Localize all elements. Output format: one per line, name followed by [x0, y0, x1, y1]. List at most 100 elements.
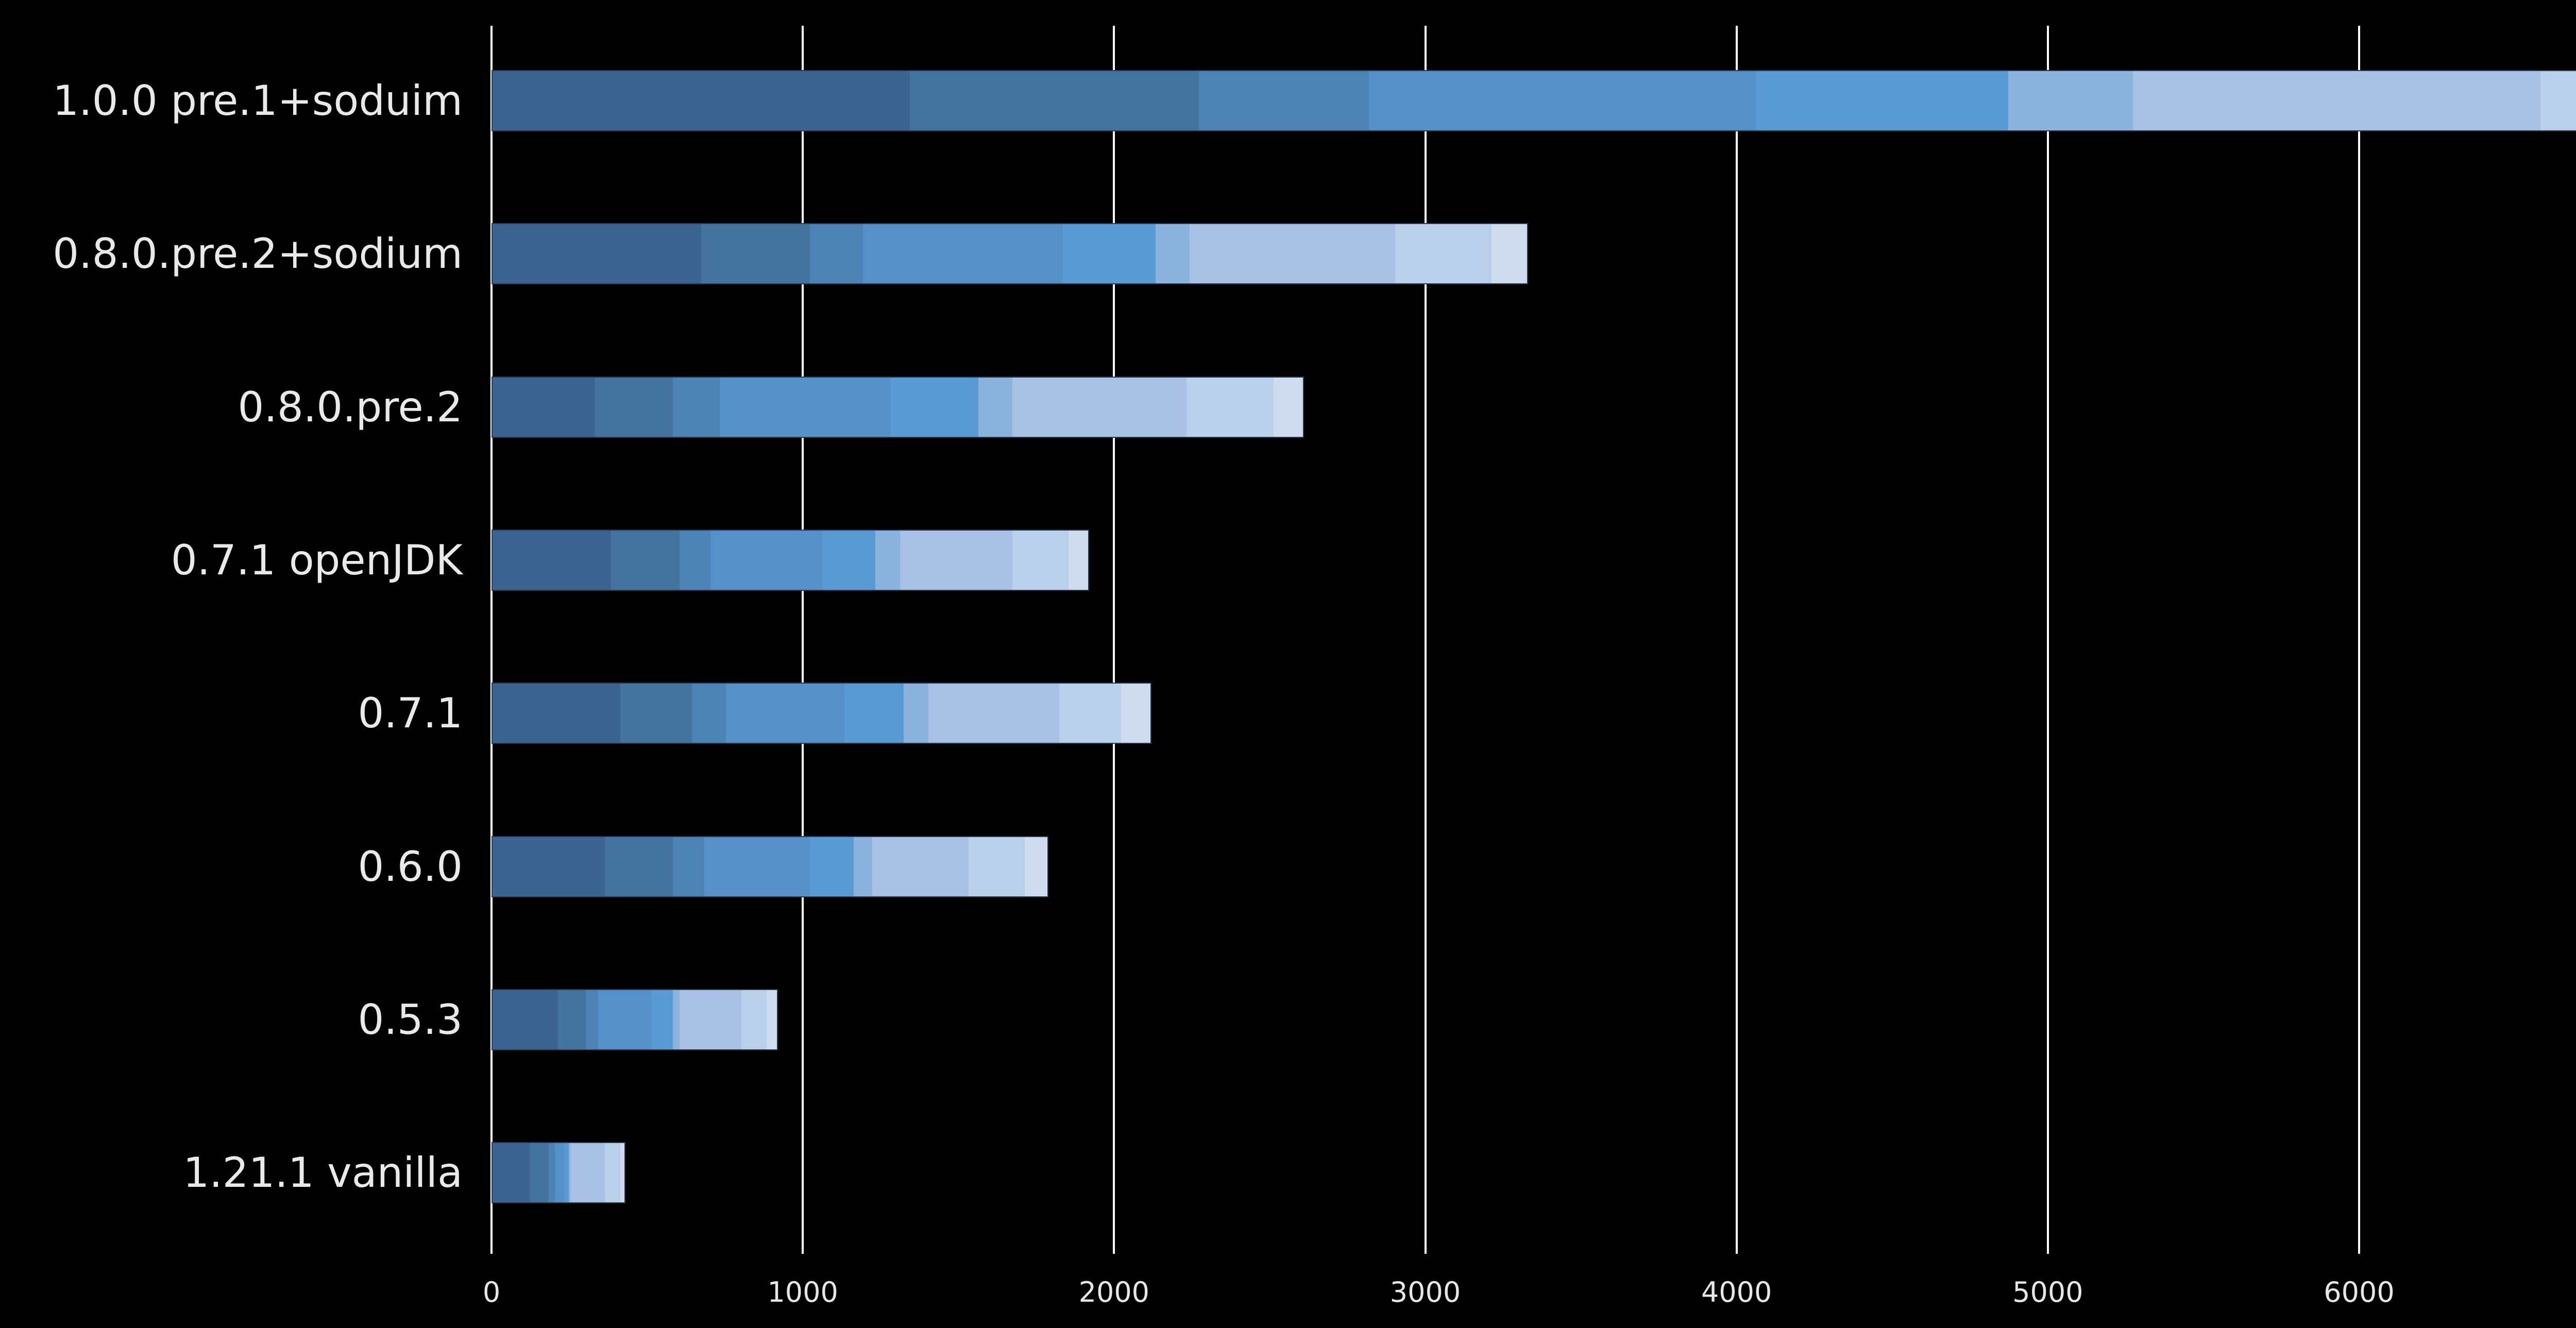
bar-segment	[900, 530, 1013, 590]
bar-segment	[969, 837, 1026, 896]
bar-segment	[726, 684, 845, 743]
bar-segment	[604, 837, 674, 896]
bar-segment	[598, 990, 652, 1049]
bar	[492, 70, 2576, 131]
bar-segment	[1155, 224, 1191, 284]
x-tick-label: 3000	[1389, 1276, 1461, 1308]
bar-segment	[810, 837, 854, 896]
bar	[492, 683, 1151, 744]
bar-segment	[493, 1143, 531, 1203]
category-label: 0.8.0.pre.2+sodium	[53, 230, 463, 278]
bar-segment	[853, 837, 873, 896]
bar-segment	[822, 530, 876, 590]
bar-segment	[1274, 377, 1303, 437]
bar-segment	[493, 377, 596, 437]
bar-segment	[720, 377, 892, 437]
bar-segment	[673, 990, 680, 1049]
bar-segment	[903, 684, 929, 743]
bar-segment	[673, 837, 705, 896]
bar-segment	[978, 377, 1013, 437]
bar-segment	[1121, 684, 1150, 743]
bar-segment	[548, 1143, 555, 1203]
bar-segment	[586, 990, 599, 1049]
bar-segment	[691, 684, 727, 743]
bar-segment	[741, 990, 767, 1049]
category-label: 0.8.0.pre.2	[238, 383, 463, 431]
gridline	[1735, 26, 1738, 1254]
bar-segment	[679, 990, 742, 1049]
bar-segment	[620, 1143, 624, 1203]
bar-segment	[1059, 684, 1122, 743]
bar	[492, 1142, 625, 1204]
bar	[492, 836, 1049, 897]
bar-segment	[1025, 837, 1048, 896]
bar-segment	[766, 990, 777, 1049]
bar-segment	[651, 990, 674, 1049]
bar-segment	[1199, 71, 1369, 130]
bar-segment	[569, 1143, 571, 1203]
x-tick-label: 1000	[767, 1276, 838, 1308]
gridline	[490, 26, 493, 1254]
bar-segment	[810, 224, 863, 284]
bar-segment	[493, 71, 910, 130]
bar-segment	[1190, 224, 1396, 284]
bar-segment	[530, 1143, 549, 1203]
gridline	[802, 26, 804, 1254]
bar-segment	[2132, 71, 2541, 130]
bar	[492, 223, 1528, 285]
bar-segment	[620, 684, 692, 743]
bar-segment	[679, 530, 711, 590]
bar-segment	[710, 530, 823, 590]
bar-segment	[564, 1143, 570, 1203]
bar-segment	[493, 837, 605, 896]
bar-segment	[554, 1143, 565, 1203]
category-label: 0.6.0	[358, 842, 463, 891]
x-tick-label: 4000	[1701, 1276, 1772, 1308]
bar-segment	[862, 224, 1063, 284]
bar-segment	[2008, 71, 2133, 130]
bar-segment	[1492, 224, 1527, 284]
x-tick-label: 5000	[2012, 1276, 2083, 1308]
bar-segment	[701, 224, 811, 284]
category-label: 0.5.3	[358, 995, 463, 1044]
bar-segment	[611, 530, 680, 590]
gridline	[1113, 26, 1115, 1254]
bar-segment	[1368, 71, 1757, 130]
bar-segment	[673, 377, 721, 437]
category-label: 1.0.0 pre.1+soduim	[53, 77, 463, 125]
category-label: 0.7.1	[358, 689, 463, 738]
category-label: 0.7.1 openJDK	[171, 536, 463, 584]
gridline	[2046, 26, 2049, 1254]
gridline	[1424, 26, 1427, 1254]
x-tick-label: 0	[482, 1276, 501, 1308]
bar-segment	[1062, 224, 1156, 284]
x-tick-label: 2000	[1078, 1276, 1150, 1308]
bar-segment	[1068, 530, 1088, 590]
bar	[492, 529, 1089, 591]
bar-segment	[1756, 71, 2009, 130]
x-tick-label: 6000	[2324, 1276, 2395, 1308]
bar-segment	[1395, 224, 1493, 284]
bar	[492, 989, 778, 1050]
bar	[492, 376, 1304, 438]
bar-segment	[704, 837, 811, 896]
bar-segment	[872, 837, 970, 896]
bar-segment	[909, 71, 1200, 130]
bar-segment	[595, 377, 674, 437]
bar-segment	[604, 1143, 621, 1203]
bar-segment	[570, 1143, 605, 1203]
bar-segment	[2540, 71, 2576, 130]
bar-segment	[493, 224, 702, 284]
bar-segment	[1012, 530, 1069, 590]
bar-segment	[493, 684, 621, 743]
bar-segment	[1012, 377, 1188, 437]
bar-segment	[928, 684, 1060, 743]
gridline	[2358, 26, 2360, 1254]
category-label: 1.21.1 vanilla	[183, 1149, 463, 1197]
bar-segment	[844, 684, 904, 743]
bar-segment	[557, 990, 587, 1049]
bar-segment	[875, 530, 901, 590]
bar-segment	[891, 377, 979, 437]
bar-segment	[1187, 377, 1275, 437]
